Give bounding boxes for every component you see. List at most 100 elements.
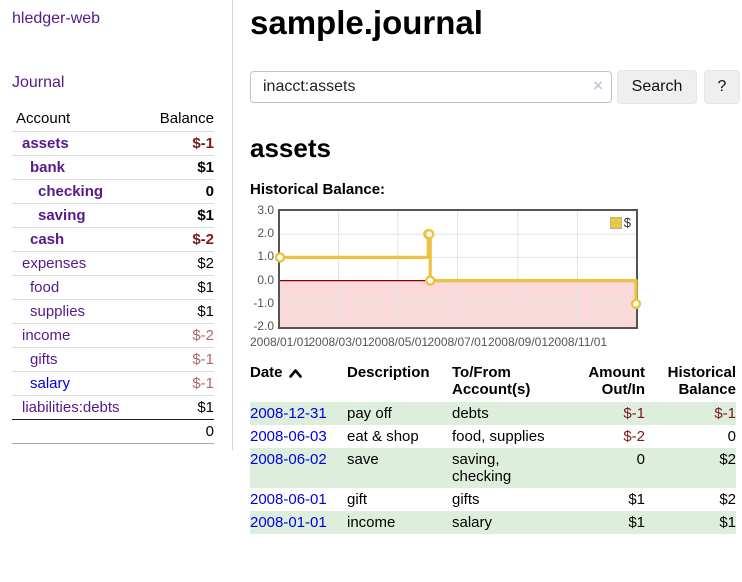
transaction-balance: $-1 <box>714 405 736 422</box>
legend-label: $ <box>623 215 631 230</box>
search-button[interactable]: Search <box>617 70 697 104</box>
transactions-header-row: Date Description To/From Account(s) Amou… <box>250 362 736 402</box>
account-link[interactable]: cash <box>30 231 65 248</box>
account-row: expenses $2 <box>12 251 214 276</box>
x-tick-label: 2008/11/01 <box>547 335 608 349</box>
y-tick-label: -1.0 <box>253 295 274 310</box>
account-row: liabilities:debts $1 <box>12 395 214 420</box>
account-link[interactable]: saving <box>38 207 86 224</box>
account-link[interactable]: salary <box>30 375 71 392</box>
search-input[interactable] <box>250 71 612 103</box>
account-balance: $-2 <box>192 231 214 248</box>
x-tick-label: 2008/09/01 <box>487 335 548 349</box>
y-tick-label: 1.0 <box>257 249 274 264</box>
transaction-accounts: gifts <box>452 491 480 508</box>
transaction-description: income <box>347 514 396 531</box>
data-point-marker <box>425 275 436 286</box>
account-row: checking 0 <box>12 179 214 204</box>
main-content: sample.journal × Search ? assets Histori… <box>233 0 742 534</box>
account-row: cash $-2 <box>12 227 214 252</box>
x-tick-label: 2008/05/01 <box>367 335 429 349</box>
transaction-date-link[interactable]: 2008-06-03 <box>250 428 327 445</box>
accounts-total-value: 0 <box>205 423 214 440</box>
y-tick-label: 0.0 <box>257 272 274 287</box>
transaction-accounts: saving, checking <box>452 451 512 485</box>
account-balance: $1 <box>197 279 214 296</box>
x-tick-label: 2008/07/01 <box>427 335 488 349</box>
account-balance: $1 <box>197 207 214 224</box>
accounts-header-balance: Balance <box>159 110 214 127</box>
search-bar: × Search ? <box>250 70 740 104</box>
x-tick-label: 2008/01/01 <box>249 335 311 349</box>
accounts-header-account: Account <box>16 110 71 127</box>
transactions-header-amount: Amount Out/In <box>588 364 645 398</box>
sort-ascending-icon <box>288 365 302 382</box>
accounts-header-row: Account Balance <box>12 107 214 132</box>
transaction-date-link[interactable]: 2008-06-01 <box>250 491 327 508</box>
accounts-table-body: assets $-1 bank $1 checking 0 saving $1 cash $-2 e… <box>12 131 214 420</box>
historical-balance-chart: $ 3.0 2.0 1.0 0.0 -1.0 -2.0 2008/01/01 2008/03… <box>249 203 740 349</box>
transaction-row: 2008-01-01 income salary $1 $1 <box>250 511 736 534</box>
accounts-table: Account Balance assets $-1 bank $1 checking 0… <box>12 107 214 444</box>
transaction-amount: $-1 <box>623 405 645 422</box>
account-link[interactable]: gifts <box>30 351 58 368</box>
account-link[interactable]: food <box>30 279 60 296</box>
account-link[interactable]: income <box>22 327 71 344</box>
clear-search-icon[interactable]: × <box>593 76 603 95</box>
transaction-row: 2008-06-03 eat & shop food, supplies $-2 0 <box>250 425 736 448</box>
transaction-accounts: food, supplies <box>452 428 545 445</box>
account-link[interactable]: liabilities:debts <box>22 399 120 416</box>
account-row: food $1 <box>12 275 214 300</box>
account-link[interactable]: checking <box>38 183 104 200</box>
account-row: gifts $-1 <box>12 347 214 372</box>
account-link[interactable]: expenses <box>22 255 87 272</box>
transaction-date-link[interactable]: 2008-06-02 <box>250 451 327 468</box>
transaction-row: 2008-12-31 pay off debts $-1 $-1 <box>250 402 736 425</box>
account-balance: $1 <box>197 399 214 416</box>
account-row: saving $1 <box>12 203 214 228</box>
transaction-date-link[interactable]: 2008-12-31 <box>250 405 327 422</box>
chart-canvas <box>274 211 642 327</box>
data-point-marker <box>274 252 286 263</box>
page-title: sample.journal <box>250 4 483 41</box>
legend-swatch-icon <box>609 216 622 229</box>
transaction-amount: $1 <box>628 514 645 531</box>
transaction-amount: $-2 <box>623 428 645 445</box>
transaction-balance: $2 <box>719 451 736 468</box>
transaction-amount: $1 <box>628 491 645 508</box>
transactions-header-date[interactable]: Date <box>250 362 347 402</box>
transaction-description: save <box>347 451 379 468</box>
account-link[interactable]: supplies <box>30 303 86 320</box>
y-tick-label: -2.0 <box>253 319 274 333</box>
transaction-accounts: debts <box>452 405 489 422</box>
transaction-date-link[interactable]: 2008-01-01 <box>250 514 327 531</box>
accounts-total-spacer <box>12 420 143 444</box>
account-row: assets $-1 <box>12 131 214 156</box>
account-row: salary $-1 <box>12 371 214 396</box>
accounts-total-row: 0 <box>12 419 214 444</box>
sidebar: hledger-web Journal Account Balance asse… <box>0 0 233 450</box>
transactions-header-description: Description <box>347 364 430 381</box>
transactions-table: Date Description To/From Account(s) Amou… <box>250 362 736 534</box>
account-balance: $-1 <box>192 351 214 368</box>
account-row: income $-2 <box>12 323 214 348</box>
account-balance: 0 <box>205 183 214 200</box>
account-link[interactable]: bank <box>30 159 66 176</box>
account-balance: $-1 <box>192 135 214 152</box>
chart-plot-area: $ <box>274 209 642 329</box>
help-button[interactable]: ? <box>704 70 740 104</box>
transaction-row: 2008-06-02 save saving, checking 0 $2 <box>250 448 736 488</box>
search-input-wrapper: × <box>250 71 612 103</box>
account-balance: $1 <box>197 303 214 320</box>
transaction-description: gift <box>347 491 368 508</box>
account-link[interactable]: assets <box>22 135 69 152</box>
chart-title: Historical Balance: <box>250 181 386 198</box>
transaction-amount: 0 <box>636 451 645 468</box>
transactions-header-balance: Historical Balance <box>667 364 736 398</box>
transaction-accounts: salary <box>452 514 493 531</box>
app-title-link[interactable]: hledger-web <box>12 10 101 27</box>
account-balance: $-1 <box>192 375 214 392</box>
transaction-row: 2008-06-01 gift gifts $1 $2 <box>250 488 736 511</box>
sidebar-item-journal[interactable]: Journal <box>12 74 65 91</box>
account-row: supplies $1 <box>12 299 214 324</box>
